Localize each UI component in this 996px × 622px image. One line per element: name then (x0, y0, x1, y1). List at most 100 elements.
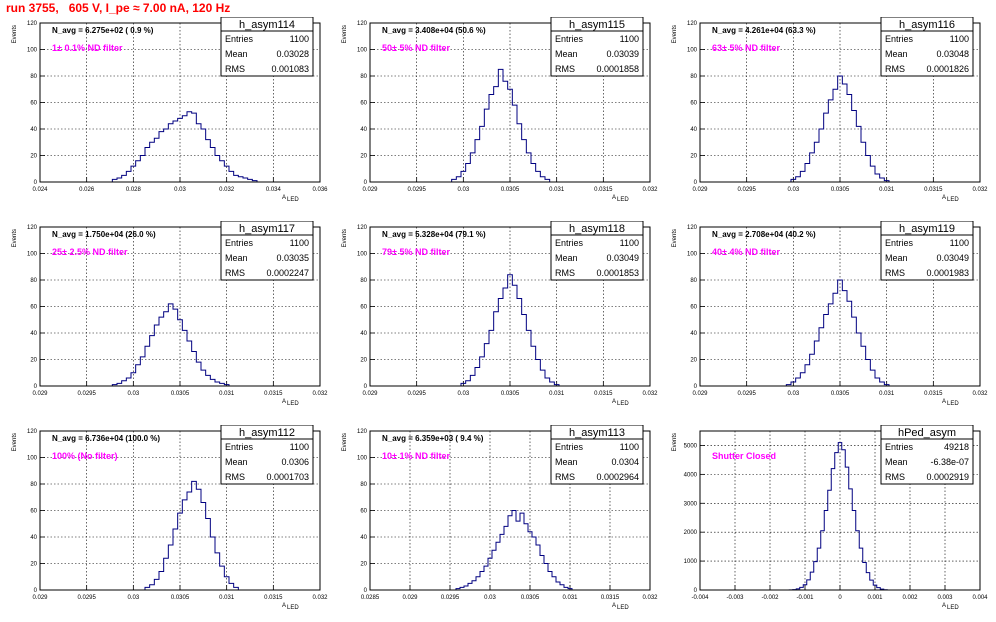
x-tick-label: 0.0295 (407, 187, 426, 193)
stats-label: RMS (885, 472, 905, 482)
stats-label: RMS (225, 64, 245, 74)
y-tick-label: 120 (27, 429, 38, 435)
histogram-bin (136, 161, 141, 182)
histogram-outline (111, 111, 258, 182)
y-tick-label: 100 (357, 456, 368, 462)
y-tick-label: 80 (30, 482, 37, 488)
x-tick-label: 0.031 (219, 391, 235, 397)
y-tick-label: 40 (30, 535, 37, 541)
x-tick-label: 0.002 (902, 595, 918, 601)
y-tick-label: 80 (690, 278, 697, 284)
stats-box (880, 234, 974, 281)
histogram-bin (215, 553, 220, 590)
x-tick-label: 0.0305 (831, 187, 850, 193)
stats-value: 1100 (290, 238, 309, 248)
x-tick-label: -0.001 (796, 595, 814, 601)
histogram-bin (819, 328, 824, 386)
histogram-bin (516, 521, 520, 590)
histogram-bin (122, 381, 127, 386)
y-tick-label: 20 (30, 154, 37, 160)
plot-frame (369, 430, 651, 591)
x-tick-label: 0.031 (549, 187, 565, 193)
histogram-bin (484, 566, 488, 590)
histogram-bin (800, 171, 805, 182)
stats-label: Entries (885, 34, 914, 44)
x-axis-title: A (612, 603, 616, 609)
stats-box (550, 234, 644, 281)
histogram-bin (187, 112, 192, 182)
y-tick-label: 100 (357, 252, 368, 258)
histogram-bin (159, 317, 164, 386)
y-tick-label: 120 (357, 225, 368, 231)
y-tick-label: 40 (690, 127, 697, 133)
histogram-bin (140, 156, 145, 183)
stats-label: Mean (885, 457, 908, 467)
histogram-bin (145, 346, 150, 386)
y-tick-label: 20 (690, 154, 697, 160)
stats-label: Mean (885, 49, 908, 59)
y-tick-label: 20 (30, 358, 37, 364)
histogram-bin (524, 524, 528, 590)
stats-label: RMS (555, 64, 575, 74)
x-axis-subscript: LED (617, 605, 629, 611)
navg-label: N_avg = 2.708e+04 (40.2 %) (712, 230, 816, 239)
x-tick-label: 0.032 (972, 187, 988, 193)
histogram-bin (517, 299, 522, 386)
histogram-bin (229, 583, 234, 590)
histogram-bin (880, 382, 885, 386)
y-tick-label: 60 (30, 101, 37, 107)
x-axis-subscript: LED (287, 401, 299, 407)
histogram-bin (159, 132, 164, 182)
histogram-bin (126, 171, 131, 182)
x-tick-label: 0.004 (972, 595, 988, 601)
y-tick-label: 60 (690, 101, 697, 107)
x-tick-label: 0.029 (32, 391, 48, 397)
y-axis-title: Events (12, 25, 18, 43)
histogram-bin (522, 140, 527, 182)
histogram-bin (494, 87, 499, 182)
histogram-bin (814, 562, 818, 590)
histogram-bin (484, 344, 489, 386)
histogram-outline (790, 75, 890, 182)
histogram-pad-h-asym119: 0.029 0.0295 0.03 0.0305 0.031 0.0315 0.032 0 20… (672, 221, 988, 407)
histogram-outline (788, 442, 888, 591)
histogram-bin (475, 367, 480, 386)
histogram-bin (552, 577, 556, 590)
histogram-outline (785, 279, 890, 386)
histogram-bin (173, 309, 178, 386)
x-tick-label: 0.0305 (831, 391, 850, 397)
histogram-bin (852, 511, 856, 591)
y-tick-label: 40 (360, 535, 367, 541)
histogram-bin (206, 375, 211, 386)
y-axis-title: Events (672, 25, 678, 43)
x-tick-label: 0.0305 (501, 187, 520, 193)
histogram-bin (517, 124, 522, 182)
y-tick-label: 20 (30, 562, 37, 568)
stats-value: 0.0002964 (596, 472, 639, 482)
x-tick-label: 0.031 (219, 595, 235, 601)
y-tick-label: 1000 (684, 559, 698, 565)
stats-value: 1100 (620, 34, 639, 44)
x-axis-title: A (942, 603, 946, 609)
y-tick-label: 40 (30, 331, 37, 337)
y-tick-label: 100 (357, 48, 368, 54)
stats-label: RMS (885, 268, 905, 278)
stats-value: 0.0304 (611, 457, 639, 467)
x-axis-subscript: LED (947, 605, 959, 611)
x-tick-label: 0.0305 (171, 391, 190, 397)
filter-note: 10± 1% ND filter (382, 451, 450, 461)
histogram-bin (814, 142, 819, 182)
histogram-bin (540, 370, 545, 386)
histogram-bin (512, 511, 516, 591)
histogram-bin (852, 317, 857, 386)
histogram-bin (796, 177, 801, 182)
x-axis-title: A (942, 399, 946, 405)
y-tick-label: 40 (360, 127, 367, 133)
histogram-bin (140, 357, 145, 386)
stats-value: 1100 (620, 442, 639, 452)
x-axis-title: A (612, 195, 616, 201)
x-axis-subscript: LED (617, 197, 629, 203)
histogram-bin (845, 467, 849, 590)
navg-label: N_avg = 1.750e+04 (26.0 %) (52, 230, 156, 239)
y-tick-label: 20 (360, 562, 367, 568)
